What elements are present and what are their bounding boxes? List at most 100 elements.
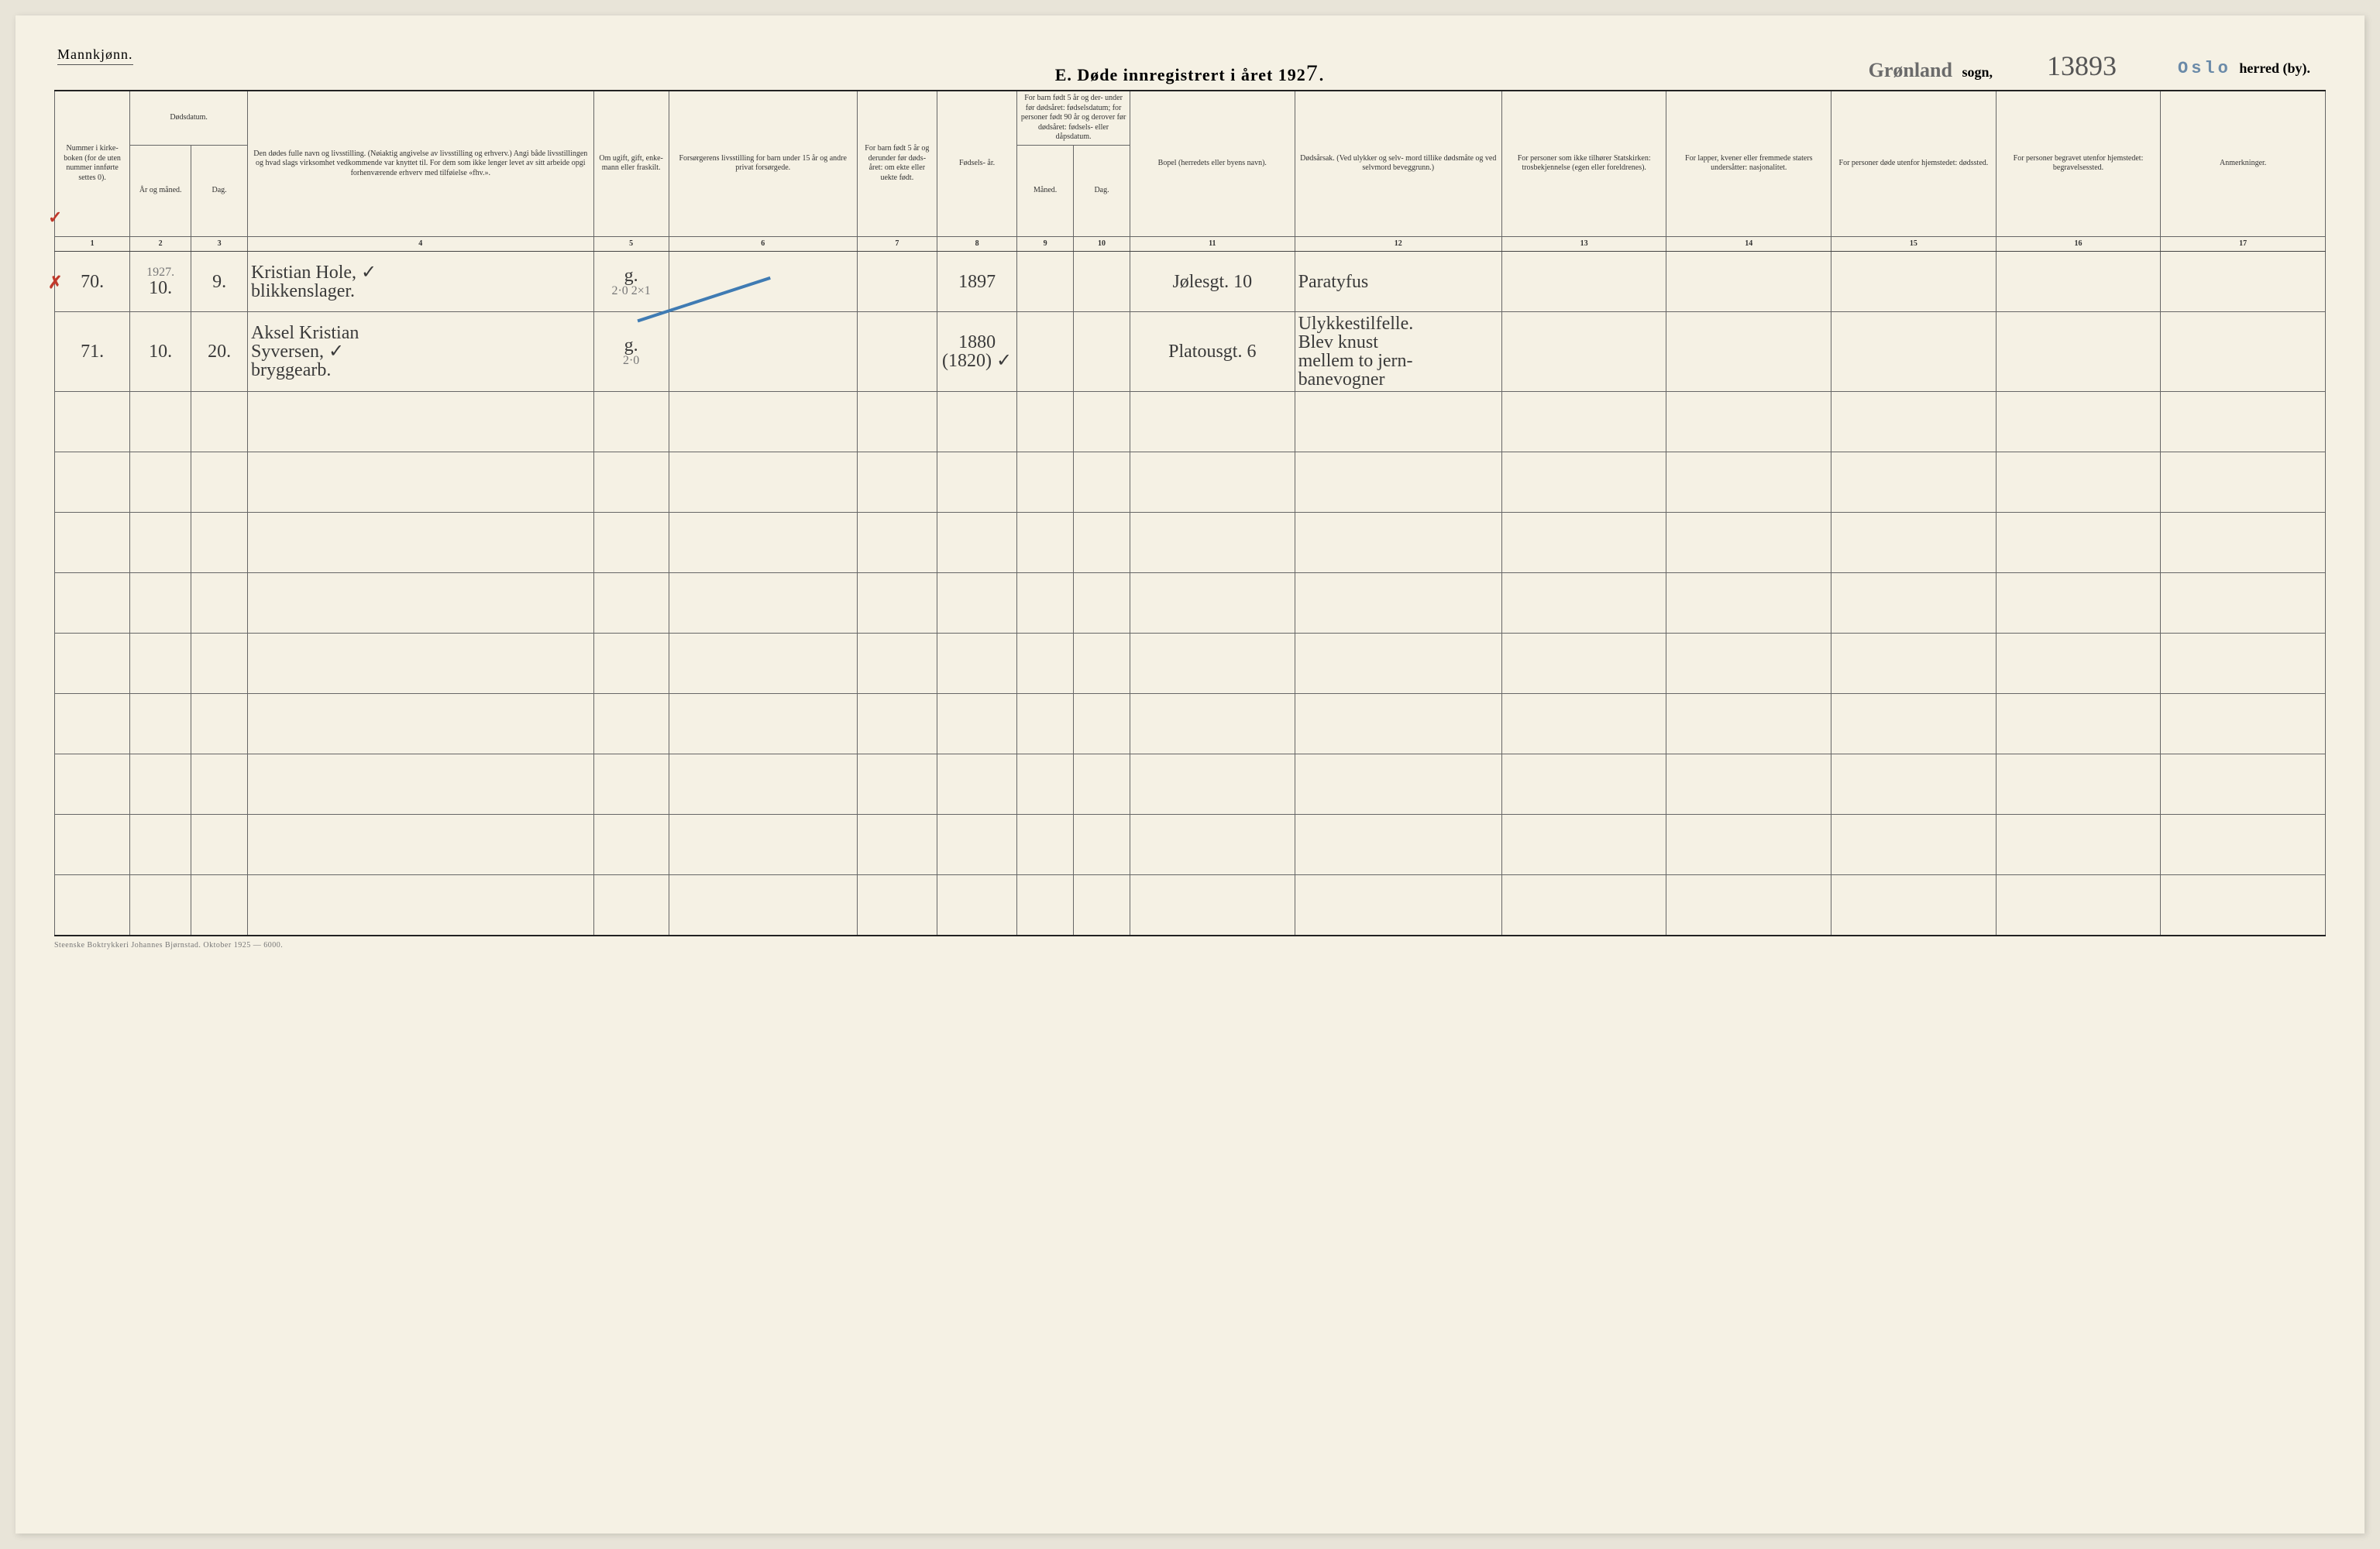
table-row: 71.10.20.Aksel Kristian Syversen, ✓brygg… xyxy=(55,312,2326,392)
empty-cell xyxy=(1295,694,1501,754)
margin-tick-icon: ✓ xyxy=(48,208,62,228)
empty-cell xyxy=(1666,815,1831,875)
title-prefix: E. Døde innregistrert i året 192 xyxy=(1055,65,1306,84)
cell-c6 xyxy=(669,252,857,312)
empty-cell xyxy=(593,754,669,815)
empty-cell xyxy=(1831,754,1997,815)
empty-cell xyxy=(191,815,248,875)
table-row xyxy=(55,754,2326,815)
empty-cell xyxy=(669,513,857,573)
empty-cell xyxy=(55,815,130,875)
empty-cell xyxy=(669,754,857,815)
cell-c2b: 9. xyxy=(191,252,248,312)
empty-cell xyxy=(248,815,593,875)
empty-cell xyxy=(1017,392,1074,452)
empty-cell xyxy=(1501,875,1666,936)
empty-cell xyxy=(1996,875,2161,936)
empty-cell xyxy=(1074,573,1130,634)
col-header: Nummer i kirke- boken (for de uten numme… xyxy=(55,91,130,236)
empty-cell xyxy=(55,634,130,694)
cell-c17 xyxy=(2161,312,2326,392)
table-row xyxy=(55,573,2326,634)
col-number: 16 xyxy=(1996,236,2161,252)
empty-cell xyxy=(1996,392,2161,452)
empty-cell xyxy=(55,513,130,573)
empty-cell xyxy=(248,573,593,634)
empty-cell xyxy=(1295,815,1501,875)
empty-cell xyxy=(669,452,857,513)
empty-cell xyxy=(1130,694,1295,754)
empty-cell xyxy=(937,754,1016,815)
cell-c5: g.2·0 2×1 xyxy=(593,252,669,312)
empty-cell xyxy=(1666,694,1831,754)
empty-cell xyxy=(1017,452,1074,513)
empty-cell xyxy=(191,392,248,452)
cell-c11: Platousgt. 6 xyxy=(1130,312,1295,392)
death-register-table: Nummer i kirke- boken (for de uten numme… xyxy=(54,90,2326,936)
col-header: For personer døde utenfor hjemstedet: dø… xyxy=(1831,91,1997,236)
empty-cell xyxy=(857,754,937,815)
empty-cell xyxy=(1831,634,1997,694)
empty-cell xyxy=(1996,754,2161,815)
cell-c1: 71. xyxy=(55,312,130,392)
gender-label: Mannkjønn. xyxy=(57,46,133,65)
empty-cell xyxy=(1017,634,1074,694)
cell-c8: 1897 xyxy=(937,252,1016,312)
col-number: 6 xyxy=(669,236,857,252)
page-header: Mannkjønn. E. Døde innregistrert i året … xyxy=(54,46,2326,85)
table-body: 70.1927.10.9.Kristian Hole, ✓blikkenslag… xyxy=(55,252,2326,936)
printer-footnote: Steenske Boktrykkeri Johannes Bjørnstad.… xyxy=(54,941,2326,950)
col-number: 13 xyxy=(1501,236,1666,252)
folio-number: 13893 xyxy=(2047,50,2117,82)
empty-cell xyxy=(669,815,857,875)
table-row xyxy=(55,694,2326,754)
empty-cell xyxy=(1017,875,1074,936)
empty-cell xyxy=(1074,815,1130,875)
empty-cell xyxy=(130,513,191,573)
empty-cell xyxy=(669,392,857,452)
col-subheader: Dag. xyxy=(1074,145,1130,236)
cell-c7 xyxy=(857,312,937,392)
empty-cell xyxy=(1666,513,1831,573)
empty-cell xyxy=(55,573,130,634)
empty-cell xyxy=(55,452,130,513)
col-group-header: For barn født 5 år og der- under før død… xyxy=(1017,91,1130,145)
empty-cell xyxy=(1666,875,1831,936)
empty-cell xyxy=(1996,694,2161,754)
col-number: 7 xyxy=(857,236,937,252)
col-header: Den dødes fulle navn og livsstilling. (N… xyxy=(248,91,593,236)
herred-value: Oslo xyxy=(2178,59,2231,78)
empty-cell xyxy=(1074,875,1130,936)
col-header: Bopel (herredets eller byens navn). xyxy=(1130,91,1295,236)
empty-cell xyxy=(1501,754,1666,815)
sogn-value: Grønland xyxy=(1869,59,1952,81)
empty-cell xyxy=(2161,754,2326,815)
cell-c13 xyxy=(1501,252,1666,312)
empty-cell xyxy=(1074,513,1130,573)
empty-cell xyxy=(669,573,857,634)
empty-cell xyxy=(1831,573,1997,634)
col-number: 1 xyxy=(55,236,130,252)
empty-cell xyxy=(1074,634,1130,694)
sogn-field: Grønland sogn, xyxy=(1869,59,1993,82)
table-head: Nummer i kirke- boken (for de uten numme… xyxy=(55,91,2326,252)
cell-c4: Aksel Kristian Syversen, ✓bryggearb. xyxy=(248,312,593,392)
empty-cell xyxy=(593,875,669,936)
cell-c6 xyxy=(669,312,857,392)
empty-cell xyxy=(1017,754,1074,815)
empty-cell xyxy=(1130,513,1295,573)
empty-cell xyxy=(1295,452,1501,513)
empty-cell xyxy=(1666,573,1831,634)
empty-cell xyxy=(1130,754,1295,815)
empty-cell xyxy=(593,392,669,452)
empty-cell xyxy=(937,452,1016,513)
empty-cell xyxy=(593,452,669,513)
cell-c5: g.2·0 xyxy=(593,312,669,392)
col-header: For lapper, kvener eller fremmede stater… xyxy=(1666,91,1831,236)
title-year: 7. xyxy=(1306,60,1326,86)
empty-cell xyxy=(1501,815,1666,875)
empty-cell xyxy=(55,754,130,815)
empty-cell xyxy=(1017,815,1074,875)
empty-cell xyxy=(248,513,593,573)
empty-cell xyxy=(55,875,130,936)
